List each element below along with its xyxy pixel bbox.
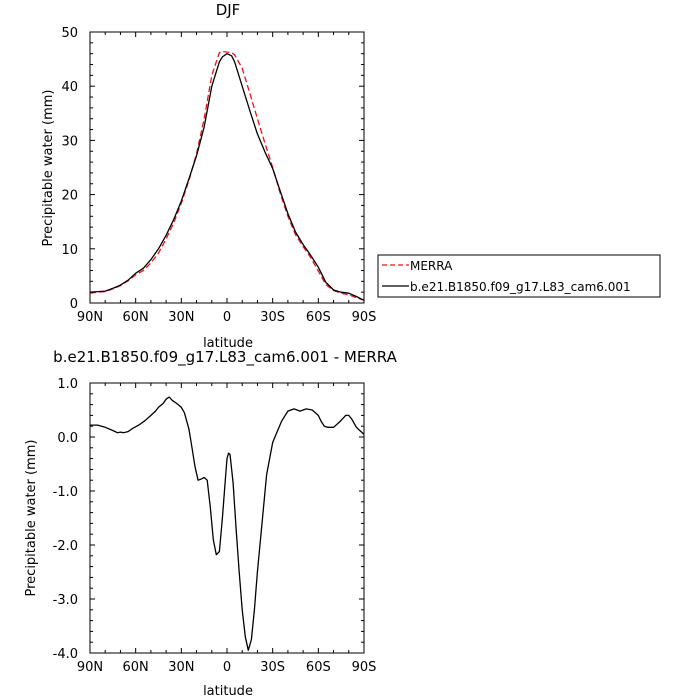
top-y-tick-label: 50: [61, 26, 78, 41]
top-plot-frame: [89, 31, 365, 304]
bottom-series-group: [90, 396, 365, 651]
top-series-group: [89, 50, 365, 301]
top-series-line-1: [89, 53, 365, 301]
top-axis-ticks: 90N 60N 30N 0 30S 60S 90S 0 10 20 30 40 50: [61, 26, 376, 325]
legend: MERRA b.e21.B1850.f09_g17.L83_cam6.001: [377, 254, 661, 298]
bottom-y-tick-label: 1.0: [57, 377, 78, 392]
bottom-x-axis-label: latitude: [203, 684, 253, 699]
top-y-tick-label: 30: [61, 134, 78, 149]
top-x-tick-label: 90N: [77, 310, 103, 325]
top-series-line-0: [89, 50, 365, 301]
top-chart-title: DJF: [216, 1, 241, 19]
bottom-x-tick-label: 60S: [306, 660, 331, 675]
bottom-y-tick-label: -1.0: [53, 485, 78, 500]
top-x-tick-label: 60S: [306, 310, 331, 325]
bottom-series-line-0: [90, 396, 365, 651]
bottom-x-tick-label: 90N: [77, 660, 103, 675]
bottom-x-tick-label: 90S: [352, 660, 377, 675]
bottom-y-tick-label: -3.0: [53, 593, 78, 608]
bottom-y-axis-label: Precipitable water (mm): [24, 440, 39, 597]
bottom-chart-title: b.e21.B1850.f09_g17.L83_cam6.001 - MERRA: [53, 348, 397, 367]
legend-merra-label: MERRA: [410, 259, 453, 273]
bottom-axis-ticks: 90N 60N 30N 0 30S 60S 90S 1.0 0.0 -1.0 -2.0 -3.0 -4.…: [53, 377, 377, 675]
bottom-y-tick-label: 0.0: [57, 431, 78, 446]
bottom-x-tick-label: 30N: [168, 660, 194, 675]
panel-top: DJF 90N 60N 30N 0 30S 60S 90S 0 10 20 30 40 50 latit…: [41, 1, 376, 351]
top-y-tick-label: 0: [70, 297, 78, 312]
bottom-y-tick-label: -2.0: [53, 539, 78, 554]
bottom-y-tick-label: -4.0: [53, 647, 78, 662]
top-x-axis-label: latitude: [203, 336, 253, 351]
top-y-axis-label: Precipitable water (mm): [41, 90, 56, 247]
panel-bottom: b.e21.B1850.f09_g17.L83_cam6.001 - MERRA…: [24, 348, 398, 699]
top-x-tick-label: 0: [223, 310, 231, 325]
legend-box: [377, 254, 661, 298]
bottom-x-tick-label: 30S: [260, 660, 285, 675]
bottom-x-tick-label: 0: [223, 660, 231, 675]
bottom-x-tick-label: 60N: [123, 660, 149, 675]
top-y-tick-label: 40: [61, 80, 78, 95]
top-x-tick-label: 90S: [352, 310, 377, 325]
legend-model-label: b.e21.B1850.f09_g17.L83_cam6.001: [410, 280, 631, 294]
top-y-tick-label: 20: [61, 189, 78, 204]
top-y-tick-label: 10: [61, 243, 78, 258]
top-x-tick-label: 30S: [260, 310, 285, 325]
top-x-tick-label: 30N: [168, 310, 194, 325]
top-x-tick-label: 60N: [123, 310, 149, 325]
